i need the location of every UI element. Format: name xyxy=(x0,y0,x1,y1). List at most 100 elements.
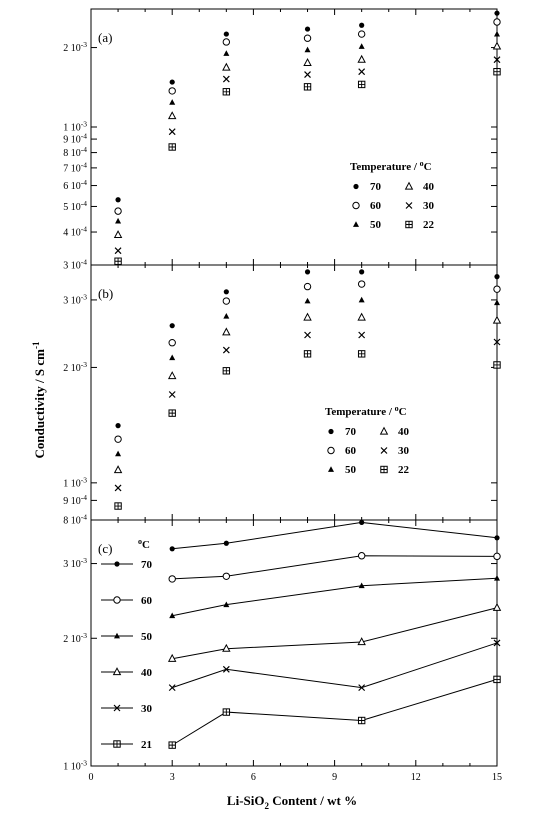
panel-a-legend-marker-4-shape xyxy=(405,202,413,209)
panel-c-series-2-point-2-shape xyxy=(358,582,365,589)
panel-a-series-0-point-5 xyxy=(494,10,500,16)
panel-a-series-0-point-3 xyxy=(304,26,311,32)
panel-a-ytick-exponent-8: -3 xyxy=(81,40,87,49)
panel-a-legend-marker-3-shape xyxy=(404,181,414,190)
panel-a-series-4-point-4 xyxy=(358,68,366,76)
panel-a-series-3-point-1-shape xyxy=(167,111,177,120)
panel-b-series-1-point-1 xyxy=(168,339,176,347)
panel-b-series-5-point-3 xyxy=(303,350,312,358)
panel-a-series-0-point-2-shape xyxy=(223,31,229,37)
panel-c-legend-marker-5-cross xyxy=(113,740,121,748)
panel-b-series-0-point-5-shape xyxy=(494,274,500,280)
x-tick-label-4: 12 xyxy=(411,772,421,783)
panel-b-legend-marker-5 xyxy=(380,465,388,474)
panel-b-legend-marker-4 xyxy=(380,447,388,454)
panel-c-series-2-line xyxy=(172,577,498,617)
panel-a-frame xyxy=(90,8,498,266)
panel-b-series-0-point-5 xyxy=(494,274,500,280)
panel-b: (b)8 10-49 10-41 10-32 10-33 10-3Tempera… xyxy=(63,264,502,527)
panel-c-legend-marker-4 xyxy=(113,704,121,712)
panel-c-series-4-point-3 xyxy=(493,639,501,647)
panel-a-ytick-mantissa-4: 7 10 xyxy=(63,163,81,174)
panel-c-series-5-point-1 xyxy=(222,708,231,716)
panel-a-legend-marker-2 xyxy=(353,221,359,227)
panel-c-legend-label-3: 40 xyxy=(141,667,153,679)
panel-a-series-0-point-3-shape xyxy=(304,26,311,32)
panel-c-series-0-point-0 xyxy=(169,546,175,552)
panel-c-series-1-point-1-shape xyxy=(222,572,231,580)
panel-b-series-2-point-2 xyxy=(223,313,230,319)
panel-b-series-1-point-2 xyxy=(222,297,231,305)
panel-a-ytick-label-3: 6 10-4 xyxy=(63,178,87,192)
panel-b-legend-label-2: 50 xyxy=(345,464,357,476)
panel-a-ytick-label-4: 7 10-4 xyxy=(63,160,87,174)
panel-b-series-3-point-0-shape xyxy=(113,465,123,474)
panel-b-series-5-point-5-cross xyxy=(493,361,501,369)
panel-a-series-2-point-1 xyxy=(169,99,176,105)
panel-c-series-3-point-2-shape xyxy=(357,637,366,646)
panel-b-series-5-point-3-cross xyxy=(304,350,311,358)
panel-c-ytick-exponent-1: -3 xyxy=(81,631,87,640)
panel-c-legend-marker-1 xyxy=(113,596,121,604)
panel-c-series-4-point-1 xyxy=(222,665,230,673)
panel-a-series-3-point-4 xyxy=(357,54,366,63)
panel-b-legend-marker-0-shape xyxy=(328,428,334,435)
panel-a-series-4-point-3 xyxy=(304,71,311,79)
panel-b-ytick-exponent-1: -4 xyxy=(81,493,87,502)
panel-a-series-0-point-4 xyxy=(359,22,365,28)
panel-b-series-3-point-3-shape xyxy=(303,312,312,321)
panel-b-ytick-mantissa-0: 8 10 xyxy=(63,516,81,527)
panel-b-series-3-point-1-shape xyxy=(167,371,177,380)
panel-a-series-3-point-0-shape xyxy=(113,230,123,239)
panel-b-ytick-mantissa-2: 1 10 xyxy=(63,478,81,489)
panel-b-legend-label-1: 60 xyxy=(345,445,357,457)
panel-b-series-0-point-1-shape xyxy=(169,323,175,329)
panel-b-series-5-point-1-cross xyxy=(169,409,176,417)
panel-b-series-4-point-3-shape xyxy=(304,331,311,339)
panel-a-series-3-point-3 xyxy=(303,58,312,66)
panel-c-legend-title-text: C xyxy=(142,539,150,551)
panel-a-series-3-point-4-shape xyxy=(357,54,366,63)
panel-b-series-4-point-5 xyxy=(493,338,501,346)
panel-b-series-0-point-2 xyxy=(223,289,229,295)
panel-c-series-1-point-3 xyxy=(493,552,501,561)
panel-b-series-3-point-5-shape xyxy=(492,315,502,324)
panel-b-series-2-point-0-shape xyxy=(115,450,122,457)
panel-b-series-4-point-0-shape xyxy=(114,484,122,492)
panel-a-legend-label-3: 40 xyxy=(423,181,435,193)
panel-c-series-2-point-1-shape xyxy=(223,601,230,608)
panel-b-ytick-label-0: 8 10-4 xyxy=(63,513,87,527)
panel-a-series-4-point-3-shape xyxy=(304,71,311,79)
panel-b-series-2-point-4 xyxy=(358,296,365,303)
panel-a-series-1-point-2 xyxy=(222,38,231,46)
panel-a-series-4-point-0 xyxy=(114,247,122,255)
panel-a-ytick-mantissa-1: 4 10 xyxy=(63,228,81,239)
panel-b-legend-label-4: 30 xyxy=(398,445,410,457)
panel-b-ytick-label-2: 1 10-3 xyxy=(63,475,87,489)
panel-c-legend-marker-1-shape xyxy=(113,596,121,604)
panel-a-ytick-exponent-5: -4 xyxy=(81,145,87,154)
x-tick-label-3: 9 xyxy=(332,772,337,783)
panel-b-series-4-point-2 xyxy=(222,346,230,354)
panel-a-ytick-label-1: 4 10-4 xyxy=(63,225,87,239)
panel-a-legend-label-1: 60 xyxy=(370,200,382,212)
panel-a-ytick-mantissa-0: 3 10 xyxy=(63,261,81,272)
panel-b-series-0-point-0 xyxy=(115,423,121,429)
panel-c-series-0-point-1-shape xyxy=(223,540,229,546)
panel-c-series-3-point-2 xyxy=(357,637,366,646)
panel-c-legend-marker-2 xyxy=(114,632,120,639)
panel-c-series-3-point-1-shape xyxy=(222,643,231,652)
panel-b-series-0-point-2-shape xyxy=(223,289,229,295)
panel-c-series-1-point-0 xyxy=(168,575,176,583)
panel-b-series-5-point-4-cross xyxy=(358,350,365,358)
panel-a-series-0-point-0-shape xyxy=(115,197,121,203)
panel-c-series-2-point-3-shape xyxy=(494,575,500,581)
panel-b-series-5-point-0-cross xyxy=(114,502,122,510)
panel-b-series-1-point-2-shape xyxy=(222,297,231,305)
panel-b-series-4-point-5-shape xyxy=(493,338,501,346)
panel-c-series-2-point-2 xyxy=(358,582,365,589)
x-axis-title-pre: Li-SiO xyxy=(227,793,265,808)
chart-panels: (a)3 10-44 10-45 10-46 10-47 10-48 10-49… xyxy=(63,8,502,783)
panel-c-legend-label-1: 60 xyxy=(141,595,153,607)
panel-c-series-0-point-0-shape xyxy=(169,546,175,552)
